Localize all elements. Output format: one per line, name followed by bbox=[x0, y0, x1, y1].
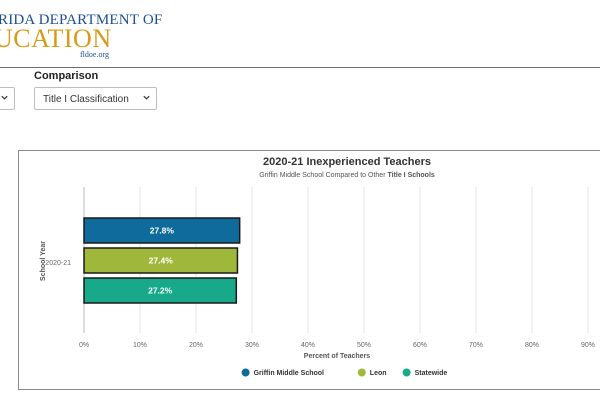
legend-item-statewide[interactable]: Statewide bbox=[402, 368, 448, 378]
x-tick-label: 10% bbox=[133, 342, 147, 349]
logo-text-department: RIDA DEPARTMENT OF bbox=[0, 12, 163, 28]
bar-leon[interactable] bbox=[83, 247, 239, 274]
x-tick-label: 20% bbox=[189, 342, 203, 349]
x-tick-label: 50% bbox=[357, 342, 371, 349]
legend-marker bbox=[241, 368, 250, 377]
header-divider bbox=[0, 67, 600, 68]
comparison-label: Comparison bbox=[34, 70, 99, 82]
chart-subtitle: Griffin Middle School Compared to Other … bbox=[259, 172, 435, 179]
x-tick-label: 70% bbox=[469, 342, 483, 349]
comparison-select-value: Title I Classification bbox=[43, 94, 129, 105]
bar-statewide[interactable] bbox=[83, 277, 238, 304]
legend-label: Leon bbox=[370, 370, 387, 377]
bar-griffin-middle-school[interactable] bbox=[83, 217, 241, 244]
x-axis-title: Percent of Teachers bbox=[304, 353, 371, 360]
chart-subtitle-prefix: Griffin Middle School Compared to Other bbox=[259, 172, 387, 179]
x-tick-label: 40% bbox=[301, 342, 315, 349]
legend-label: Griffin Middle School bbox=[254, 370, 324, 377]
partial-filter-select[interactable] bbox=[0, 87, 15, 110]
legend-label: Statewide bbox=[415, 370, 448, 377]
legend-item-leon[interactable]: Leon bbox=[357, 368, 387, 378]
fldoe-logo[interactable]: RIDA DEPARTMENT OF UCATION fldoe.org bbox=[0, 6, 162, 59]
comparison-select[interactable]: Title I Classification bbox=[34, 87, 157, 110]
bar-data-label: 27.8% bbox=[150, 226, 175, 236]
logo-url: fldoe.org bbox=[80, 50, 109, 59]
chevron-down-icon bbox=[1, 95, 8, 100]
bar-data-label: 27.2% bbox=[148, 286, 173, 296]
x-tick-label: 0% bbox=[79, 342, 89, 349]
bar-data-label: 27.4% bbox=[149, 256, 174, 266]
legend-item-griffin-middle-school[interactable]: Griffin Middle School bbox=[241, 368, 324, 378]
x-tick-label: 30% bbox=[245, 342, 259, 349]
legend-marker bbox=[402, 368, 411, 377]
chart-subtitle-bold: Title I Schools bbox=[387, 172, 434, 179]
chevron-down-icon bbox=[143, 95, 150, 100]
x-tick-label: 90% bbox=[581, 342, 595, 349]
chart-title: 2020-21 Inexperienced Teachers bbox=[263, 156, 431, 168]
logo-text-education: UCATION bbox=[0, 24, 112, 53]
x-tick-label: 60% bbox=[413, 342, 427, 349]
category-label: 2020-21 bbox=[45, 260, 71, 267]
chart-card: 2020-21 Inexperienced Teachers Griffin M… bbox=[18, 150, 600, 390]
x-tick-label: 80% bbox=[525, 342, 539, 349]
y-axis-title: School Year bbox=[40, 241, 47, 281]
legend-marker bbox=[357, 368, 366, 377]
inexperienced-teachers-chart: 2020-21 Inexperienced Teachers Griffin M… bbox=[40, 156, 595, 378]
